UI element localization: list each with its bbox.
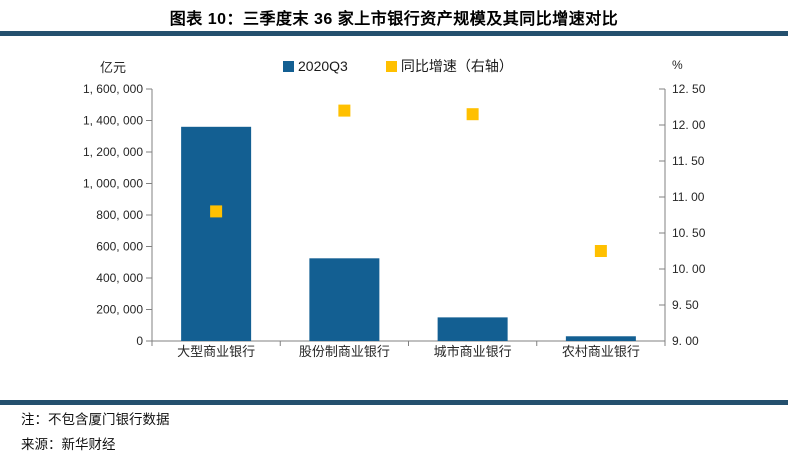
growth-marker-0 [210,205,223,218]
y-left-tick-label: 800, 000 [96,208,143,222]
legend-label-growth: 同比增速（右轴） [400,58,513,74]
legend-label-assets: 2020Q3 [298,58,348,74]
legend-item-growth: 同比增速（右轴） [385,56,513,76]
bar-1 [309,258,380,341]
growth-marker-3 [594,245,607,257]
growth-marker-1 [338,104,351,117]
y-left-tick-label: 1, 600, 000 [83,82,143,96]
y-left-tick-label: 400, 000 [96,271,143,285]
y-right-tick-label: 9. 00 [672,334,699,348]
growth-marker-2 [466,108,479,121]
x-category-label-1: 股份制商业银行 [299,344,390,359]
bar-0 [181,126,252,341]
bottom-divider [0,400,788,405]
y-right-tick-label: 10. 00 [672,262,706,276]
chart-title: 图表 10：三季度末 36 家上市银行资产规模及其同比增速对比 [169,11,619,28]
y-right-tick-label: 12. 00 [672,118,706,132]
y-left-tick-label: 1, 200, 000 [83,145,143,159]
top-divider [0,31,788,36]
legend-swatch-bar-icon [283,60,294,72]
y-right-tick-label: 11. 50 [672,154,705,168]
y-left-tick-label: 1, 000, 000 [83,177,143,191]
x-category-label-2: 城市商业银行 [434,344,512,359]
y-right-tick-label: 11. 00 [672,190,705,204]
x-category-label-3: 农村商业银行 [562,344,640,359]
y-right-tick-label: 10. 50 [672,226,706,240]
left-axis-unit-label: 亿元 [100,60,127,75]
footnotes: 注：不包含厦门银行数据 来源：新华财经 [21,407,170,457]
right-axis-unit-label: % [672,58,683,72]
y-left-tick-label: 1, 400, 000 [83,114,143,128]
bar-chart-plot: 0 200, 000 400, 000 600, 000 800, 000 1, 000,… [83,82,706,359]
x-category-label-0: 大型商业银行 [177,344,255,359]
bar-2 [437,317,508,341]
legend: 2020Q3 同比增速（右轴） [283,56,513,76]
legend-swatch-marker-icon [385,60,397,72]
y-right-tick-label: 9. 50 [672,298,699,312]
bar-3 [565,336,636,341]
y-left-tick-label: 200, 000 [96,303,143,317]
y-right-tick-label: 12. 50 [672,82,706,96]
y-left-tick-label: 600, 000 [96,240,143,254]
legend-item-assets: 2020Q3 [283,58,348,74]
y-left-tick-label: 0 [136,334,143,348]
source-line: 来源：新华财经 [21,437,116,452]
note-line: 注：不包含厦门银行数据 [21,412,170,427]
